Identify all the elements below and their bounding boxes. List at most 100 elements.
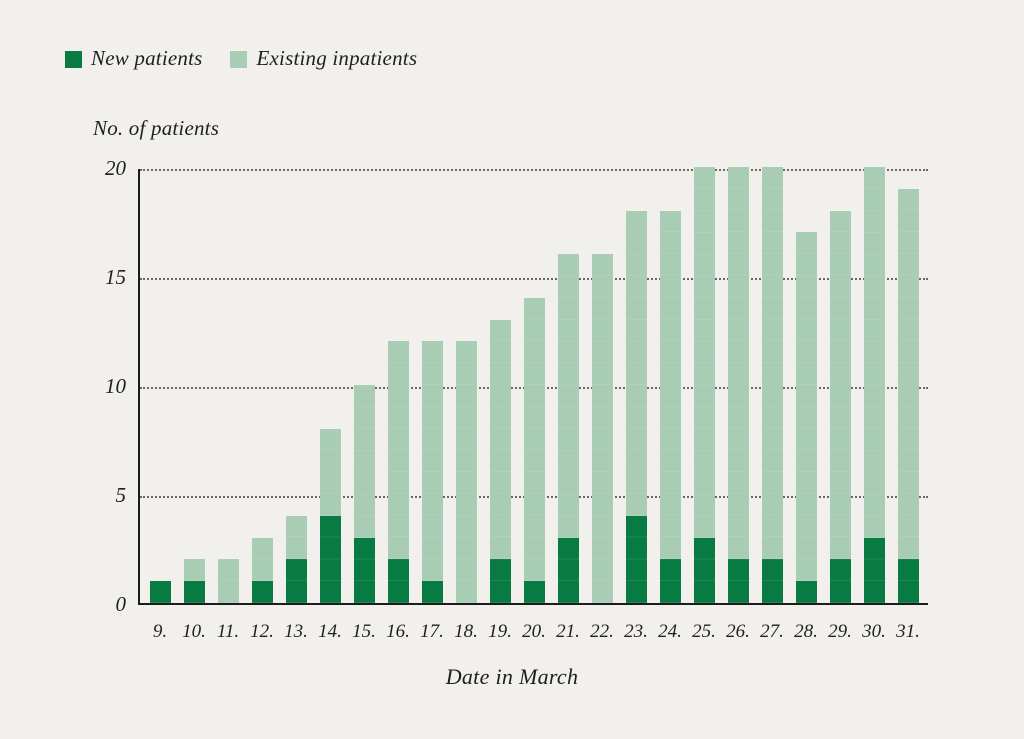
bar-segment-new xyxy=(149,581,171,603)
x-tick-label: 10. xyxy=(182,621,206,642)
y-axis-tick-labels: 0 5 10 15 20 xyxy=(0,156,127,616)
bar-26 xyxy=(727,167,749,603)
bar-segment-existing xyxy=(625,210,647,516)
legend-item: Existing inpatients xyxy=(230,46,417,71)
bar-segment-new xyxy=(625,515,647,603)
x-axis-title: Date in March xyxy=(445,664,579,689)
bar-17 xyxy=(421,341,443,603)
y-tick-label: 5 xyxy=(115,483,127,507)
bar-segment-new xyxy=(829,559,851,603)
x-tick-label: 27. xyxy=(760,621,784,642)
bar-21 xyxy=(557,254,579,603)
bar-22 xyxy=(591,254,613,603)
x-tick-label: 11. xyxy=(216,621,240,642)
bar-25 xyxy=(693,167,715,603)
gridline xyxy=(140,169,928,171)
x-tick-label: 9. xyxy=(152,621,168,642)
x-tick-label: 20. xyxy=(522,621,546,642)
bar-20 xyxy=(523,297,545,603)
bar-segment-existing xyxy=(523,297,545,582)
bar-segment-new xyxy=(319,515,341,603)
y-tick-label: 20 xyxy=(105,156,126,180)
bar-segment-existing xyxy=(285,515,307,560)
bar-segment-new xyxy=(421,581,443,603)
y-tick-label: 0 xyxy=(115,592,127,616)
bar-31 xyxy=(897,188,919,603)
bar-segment-existing xyxy=(353,385,375,538)
bar-segment-existing xyxy=(217,559,239,603)
x-tick-label: 25. xyxy=(692,621,716,642)
bar-11 xyxy=(217,559,239,603)
legend-label: Existing inpatients xyxy=(256,46,418,70)
bar-segment-new xyxy=(523,581,545,603)
x-tick-label: 26. xyxy=(726,621,750,642)
x-tick-label: 21. xyxy=(556,621,580,642)
bar-segment-existing xyxy=(761,167,783,560)
bar-segment-existing xyxy=(421,341,443,582)
bar-segment-existing xyxy=(251,537,273,582)
gridline xyxy=(140,278,928,280)
bar-segment-existing xyxy=(795,232,817,582)
bar-segment-new xyxy=(251,581,273,603)
x-tick-label: 23. xyxy=(624,621,648,642)
x-tick-label: 14. xyxy=(318,621,342,642)
x-tick-label: 13. xyxy=(284,621,308,642)
bar-segment-new xyxy=(727,559,749,603)
bar-segment-new xyxy=(659,559,681,603)
x-tick-label: 31. xyxy=(896,621,920,642)
bar-10 xyxy=(183,559,205,603)
y-tick-label: 15 xyxy=(105,265,126,289)
bar-segment-new xyxy=(183,581,205,603)
x-tick-label: 29. xyxy=(828,621,852,642)
bar-segment-new xyxy=(285,559,307,603)
x-tick-label: 28. xyxy=(794,621,818,642)
bar-27 xyxy=(761,167,783,603)
legend: New patients Existing inpatients xyxy=(65,46,417,71)
bar-segment-existing xyxy=(693,167,715,538)
bar-12 xyxy=(251,537,273,603)
bar-segment-existing xyxy=(727,167,749,560)
bar-segment-existing xyxy=(489,319,511,560)
bar-16 xyxy=(387,341,409,603)
bar-9 xyxy=(149,581,171,603)
bar-15 xyxy=(353,385,375,603)
bar-segment-existing xyxy=(319,428,341,516)
x-axis-tick-labels: 9. 10. 11. 12. 13. 14. 15. 16. 17. 18. 19. 20. 21. 22… xyxy=(138,605,928,645)
y-axis-title: No. of patients xyxy=(93,116,220,140)
bar-segment-existing xyxy=(183,559,205,582)
bar-segment-new xyxy=(863,537,885,603)
bar-segment-new xyxy=(761,559,783,603)
bar-segment-existing xyxy=(591,254,613,603)
bar-14 xyxy=(319,428,341,603)
bar-23 xyxy=(625,210,647,603)
x-tick-label: 30. xyxy=(862,621,886,642)
x-tick-label: 15. xyxy=(352,621,376,642)
bar-13 xyxy=(285,515,307,603)
x-tick-label: 24. xyxy=(658,621,682,642)
bar-segment-existing xyxy=(387,341,409,560)
legend-item: New patients xyxy=(65,46,202,71)
x-tick-label: 22. xyxy=(590,621,614,642)
bar-segment-new xyxy=(557,537,579,603)
x-tick-label: 18. xyxy=(454,621,478,642)
bar-24 xyxy=(659,210,681,603)
legend-label: New patients xyxy=(91,46,203,70)
bar-segment-existing xyxy=(557,254,579,538)
x-tick-label: 19. xyxy=(488,621,512,642)
y-tick-label: 10 xyxy=(105,374,126,398)
bar-segment-new xyxy=(489,559,511,603)
legend-swatch-icon xyxy=(230,51,248,68)
bar-18 xyxy=(455,341,477,603)
bar-segment-new xyxy=(693,537,715,603)
x-tick-label: 16. xyxy=(386,621,410,642)
bar-segment-new xyxy=(353,537,375,603)
bar-30 xyxy=(863,167,885,603)
bar-segment-existing xyxy=(863,167,885,538)
plot-area xyxy=(138,167,928,605)
x-tick-label: 12. xyxy=(250,621,274,642)
bar-segment-new xyxy=(387,559,409,603)
bar-28 xyxy=(795,232,817,603)
bar-29 xyxy=(829,210,851,603)
legend-swatch-icon xyxy=(65,51,82,68)
